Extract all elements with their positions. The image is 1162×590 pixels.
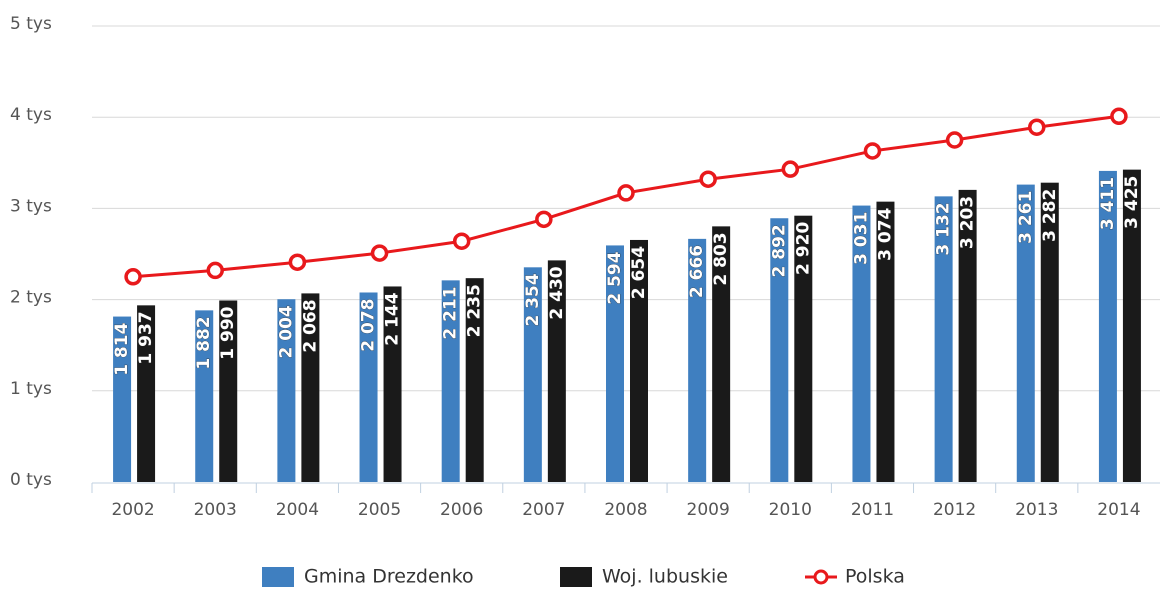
bar	[359, 292, 378, 482]
value-label: 1 882	[194, 316, 214, 369]
bar	[1016, 184, 1035, 482]
x-tick-label: 2002	[111, 500, 154, 520]
line-marker	[370, 244, 389, 262]
bar	[301, 293, 320, 482]
bar	[441, 280, 460, 482]
bar	[219, 300, 238, 482]
value-label: 3 261	[1016, 191, 1036, 244]
bar	[876, 201, 895, 483]
bar	[1040, 182, 1059, 483]
value-label: 2 803	[711, 232, 731, 285]
bar	[606, 245, 624, 482]
bar	[195, 310, 214, 482]
value-label: 2 892	[769, 224, 789, 277]
x-tick-label: 2005	[358, 500, 401, 520]
line-marker	[288, 253, 307, 271]
value-label: 2 004	[276, 305, 296, 358]
legend-swatch	[560, 567, 592, 587]
x-tick-label: 2008	[604, 500, 647, 520]
value-label: 2 078	[359, 298, 379, 351]
y-tick-label: 3 tys	[10, 196, 52, 216]
line-marker	[1028, 118, 1046, 136]
line-marker	[699, 170, 717, 188]
value-label: 2 354	[523, 273, 543, 326]
value-label: 2 920	[793, 222, 813, 275]
value-label: 2 666	[687, 245, 707, 298]
bar	[277, 299, 296, 482]
value-label: 2 211	[441, 286, 461, 339]
legend-swatch	[813, 569, 829, 585]
x-tick-label: 2004	[276, 500, 319, 520]
bar	[1098, 170, 1117, 482]
line-marker	[863, 142, 882, 160]
x-tick-label: 2010	[769, 500, 812, 520]
bar	[712, 226, 731, 482]
bar	[523, 267, 542, 482]
x-tick-label: 2013	[1015, 500, 1058, 520]
legend-label: Gmina Drezdenko	[304, 566, 474, 588]
value-label: 3 132	[934, 202, 954, 255]
value-label: 3 425	[1122, 176, 1142, 229]
value-label: 3 031	[851, 212, 871, 265]
x-tick-label: 2003	[194, 500, 237, 520]
y-tick-label: 2 tys	[10, 288, 52, 308]
legend-label: Polska	[845, 566, 905, 588]
value-label: 1 937	[136, 311, 156, 364]
y-tick-label: 1 tys	[10, 379, 52, 399]
bar	[383, 286, 402, 482]
value-label: 1 990	[218, 306, 238, 359]
x-tick-label: 2009	[687, 500, 730, 520]
x-tick-label: 2012	[933, 500, 976, 520]
bar	[630, 239, 648, 482]
bar	[137, 305, 156, 482]
x-tick-label: 2006	[440, 500, 483, 520]
value-label: 2 068	[300, 299, 320, 352]
value-label: 3 282	[1040, 189, 1060, 242]
line-marker	[781, 160, 800, 178]
legend-label: Woj. lubuskie	[602, 566, 728, 588]
bar	[958, 189, 977, 482]
bar	[547, 260, 566, 482]
line-marker	[945, 131, 964, 149]
bar	[113, 316, 132, 482]
legend-swatch	[262, 567, 294, 587]
value-label: 3 203	[958, 196, 978, 249]
y-tick-label: 0 tys	[10, 470, 52, 490]
line-marker	[206, 261, 224, 280]
value-label: 2 654	[629, 246, 649, 299]
bar	[1122, 169, 1141, 482]
bar	[852, 205, 871, 482]
bar	[465, 278, 484, 482]
value-label: 2 144	[383, 292, 403, 345]
value-label: 3 411	[1098, 177, 1118, 230]
x-tick-label: 2011	[851, 500, 894, 520]
x-tick-label: 2007	[522, 500, 565, 520]
bar	[770, 218, 789, 482]
line-marker	[617, 184, 635, 202]
x-tick-label: 2014	[1097, 500, 1140, 520]
value-label: 2 235	[465, 284, 485, 337]
value-label: 1 814	[112, 322, 132, 375]
y-tick-label: 5 tys	[10, 14, 52, 34]
line-marker	[452, 232, 471, 250]
line-marker	[1110, 107, 1128, 126]
bar	[794, 215, 813, 483]
bar	[688, 238, 707, 482]
line-marker	[535, 210, 553, 229]
y-tick-label: 4 tys	[10, 105, 52, 125]
value-label: 2 594	[605, 251, 625, 304]
value-label: 2 430	[547, 266, 567, 319]
bar	[934, 196, 953, 482]
line-marker	[124, 268, 142, 286]
value-label: 3 074	[875, 207, 895, 260]
